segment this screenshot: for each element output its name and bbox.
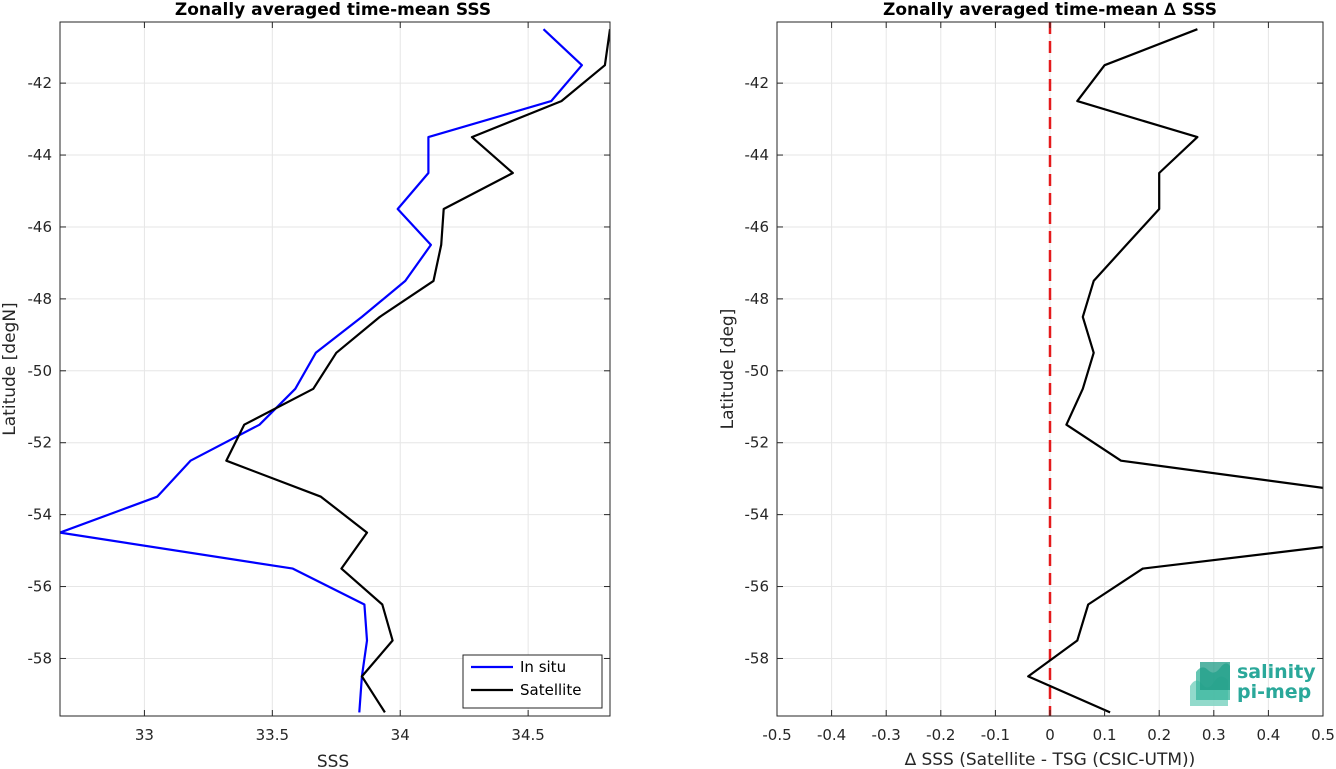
- x-tick-label: -0.5: [762, 726, 791, 744]
- left-series: [60, 28, 610, 713]
- left-chart-title: Zonally averaged time-mean SSS: [175, 0, 491, 20]
- series-line-satellite: [225, 29, 610, 713]
- y-tick-label: -50: [745, 362, 770, 380]
- y-tick-label: -56: [28, 578, 53, 596]
- logo-waves-icon: [1190, 662, 1230, 706]
- left-y-axis-label: Latitude [degN]: [0, 302, 20, 435]
- left-axes-box: [59, 21, 611, 717]
- y-tick-label: -56: [745, 578, 770, 596]
- y-tick-label: -54: [745, 506, 770, 524]
- x-tick-label: -0.3: [872, 726, 901, 744]
- right-series: [1027, 22, 1323, 716]
- x-tick-label: 0.3: [1202, 726, 1226, 744]
- x-tick-label: 0.5: [1311, 726, 1335, 744]
- right-y-axis-label: Latitude [deg]: [718, 309, 738, 430]
- x-tick-label: 33: [135, 726, 154, 744]
- x-tick-label: 0.1: [1093, 726, 1117, 744]
- logo-text-line2: pi-mep: [1237, 681, 1311, 703]
- y-tick-label: -44: [745, 146, 770, 164]
- y-tick-label: -48: [745, 290, 770, 308]
- legend-label-satellite: Satellite: [520, 681, 581, 699]
- y-tick-label: -52: [745, 434, 770, 452]
- legend-label-in-situ: In situ: [520, 658, 566, 676]
- x-tick-label: 0.2: [1147, 726, 1171, 744]
- right-chart-panel: -0.5 -0.4 -0.3 -0.2 -0.1 0 0.1 0.2 0.3 0.4 0.5 -58 -…: [718, 0, 1335, 769]
- x-tick-label: -0.4: [817, 726, 846, 744]
- left-plot-area: [60, 22, 610, 716]
- y-tick-label: -50: [28, 362, 53, 380]
- x-tick-label: 0.4: [1256, 726, 1280, 744]
- x-tick-label: -0.1: [981, 726, 1010, 744]
- right-x-axis-label: ∆ SSS (Satellite - TSG (CSIC-UTM)): [904, 750, 1196, 769]
- legend: In situ Satellite: [462, 654, 603, 709]
- y-tick-label: -42: [745, 74, 770, 92]
- x-tick-label: 34: [391, 726, 410, 744]
- y-tick-label: -52: [28, 434, 53, 452]
- x-tick-label: -0.2: [926, 726, 955, 744]
- y-tick-label: -48: [28, 290, 53, 308]
- left-grid: [60, 22, 610, 716]
- y-tick-label: -54: [28, 506, 53, 524]
- y-tick-label: -58: [28, 649, 53, 667]
- left-chart-panel: 33 33.5 34 34.5-58-56-54-52-50-48-46-44-42 …: [0, 0, 611, 769]
- y-tick-label: -58: [745, 649, 770, 667]
- left-x-axis-label: SSS: [317, 752, 349, 769]
- x-tick-label: 0: [1045, 726, 1055, 744]
- right-chart-title: Zonally averaged time-mean ∆ SSS: [883, 0, 1217, 20]
- left-ticks: 33 33.5 34 34.5 -58 -56 -54 -52 -50 -48 -46 -44 -42: [28, 22, 610, 744]
- y-tick-label: -46: [745, 218, 770, 236]
- salinity-pi-mep-logo: salinity pi-mep: [1190, 661, 1316, 706]
- y-tick-label: -42: [28, 74, 53, 92]
- x-tick-label: 34.5: [511, 726, 544, 744]
- y-tick-label: -44: [28, 146, 53, 164]
- y-tick-label: -46: [28, 218, 53, 236]
- right-ticks: -0.5 -0.4 -0.3 -0.2 -0.1 0 0.1 0.2 0.3 0.4 0.5 -58 -…: [745, 22, 1335, 744]
- series-line-series-0: [1027, 28, 1323, 714]
- logo-text-line1: salinity: [1237, 661, 1316, 683]
- series-line-in-situ: [60, 28, 584, 713]
- x-tick-label: 33.5: [256, 726, 289, 744]
- legend-box: [462, 654, 603, 709]
